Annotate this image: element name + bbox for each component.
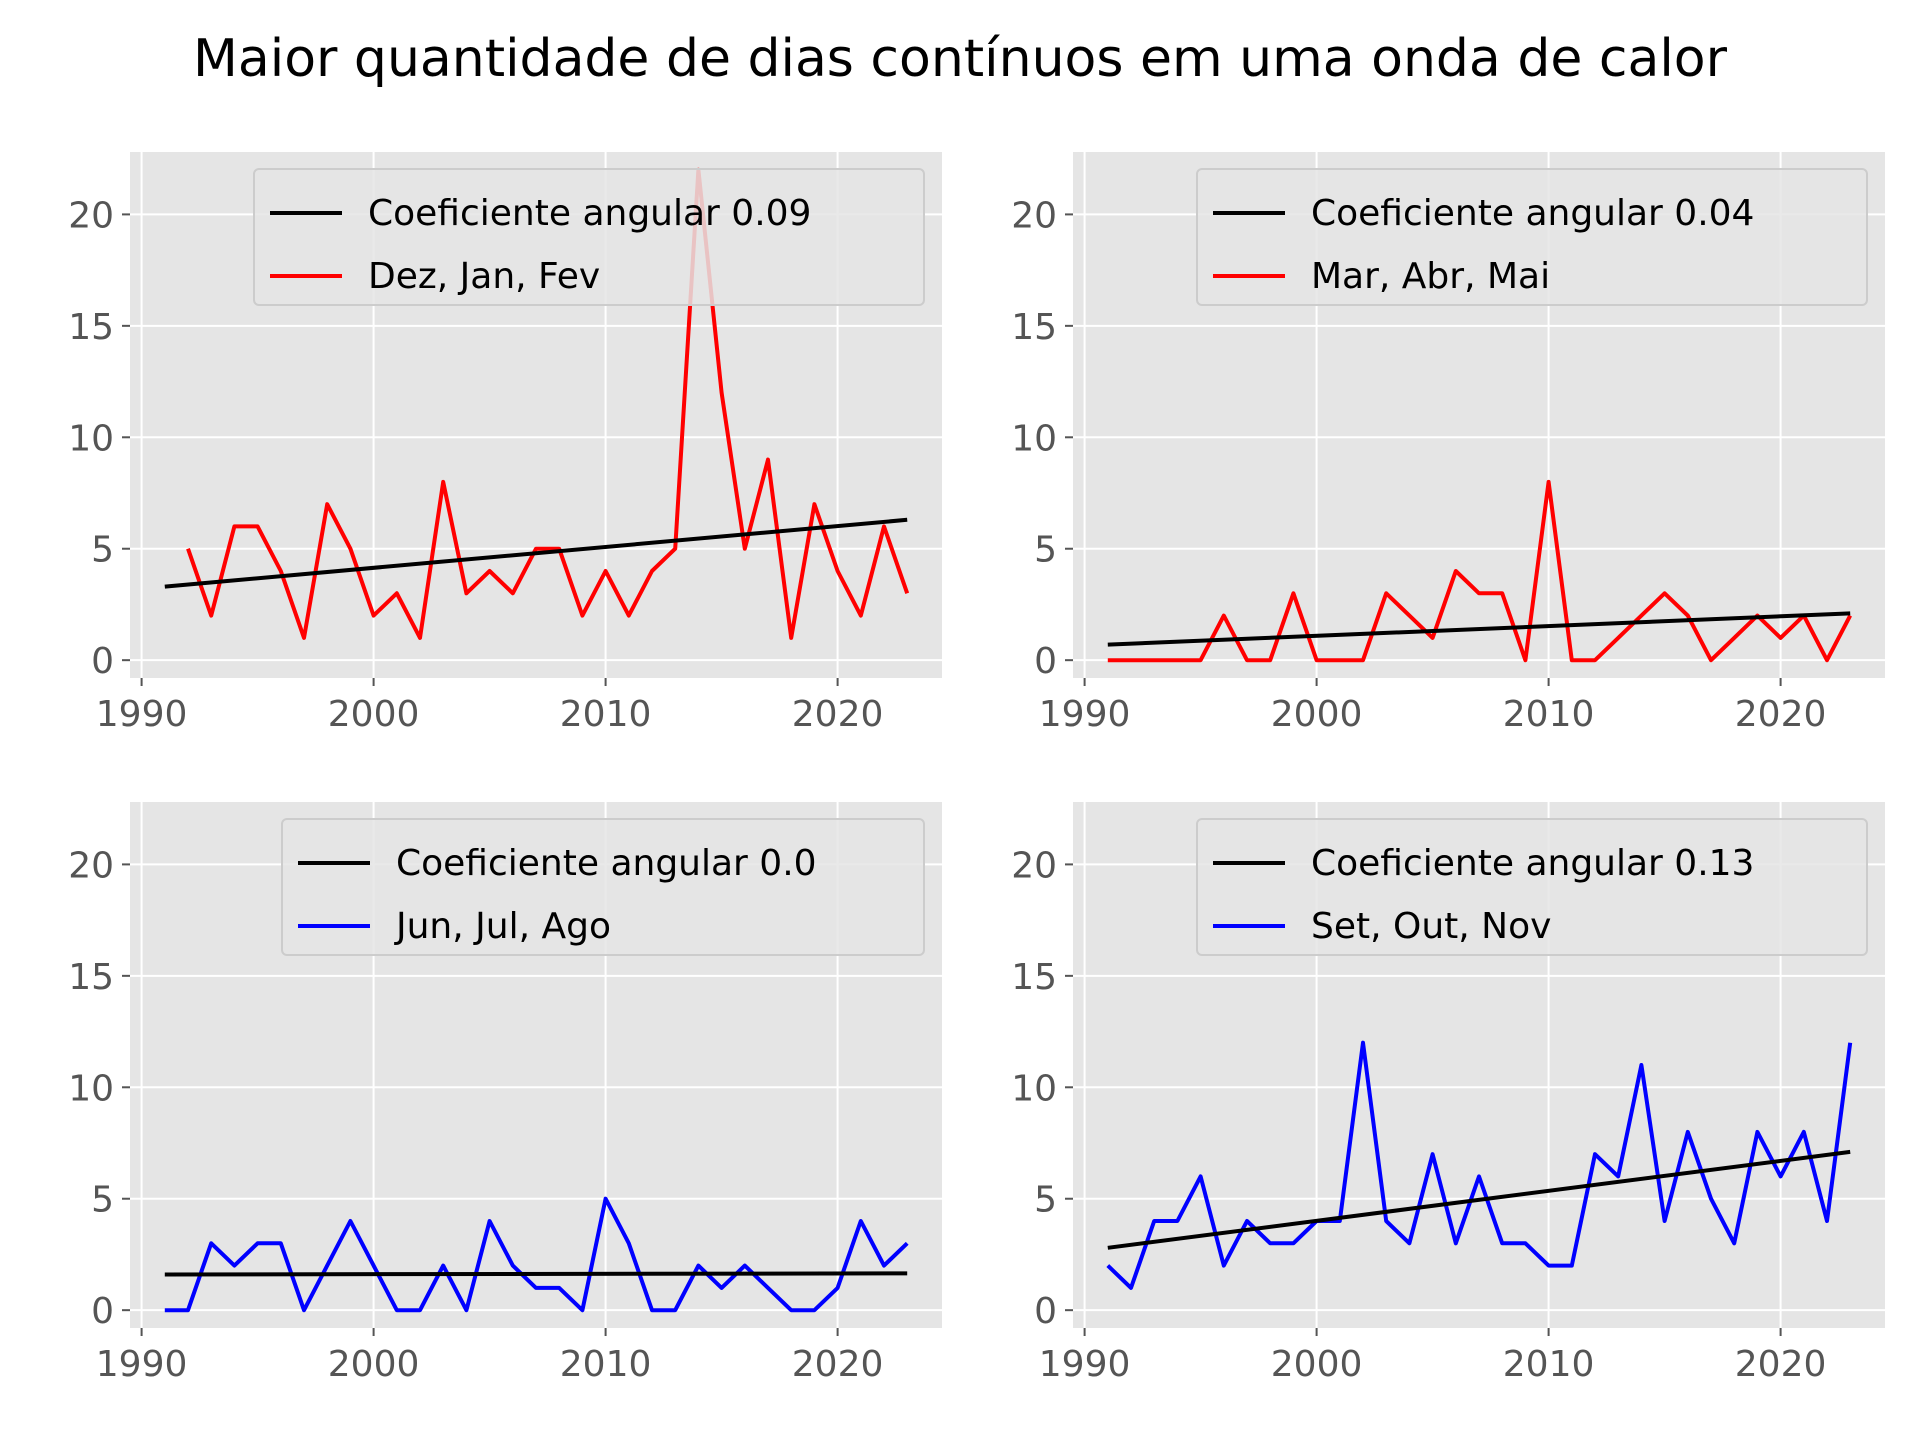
y-tick-label: 5	[91, 1180, 114, 1221]
x-tick-label: 2010	[560, 694, 652, 735]
y-tick-label: 0	[91, 1291, 114, 1332]
subplot-3: 1990 2000 2010 2020 0 5 10 15 20 Coeficiente angu…	[68, 802, 942, 1385]
trend-line	[164, 1271, 908, 1277]
y-tick-label: 20	[68, 195, 114, 236]
series-line	[164, 1196, 909, 1313]
legend-label: Set, Out, Nov	[1311, 906, 1551, 947]
legend-label: Coeficiente angular 0.13	[1311, 843, 1754, 884]
y-tick-label: 15	[68, 307, 114, 348]
y-tick-label: 10	[1011, 1068, 1057, 1109]
y-tick-label: 15	[1011, 957, 1057, 998]
y-tick-label: 10	[1011, 418, 1057, 459]
y-tick-label: 10	[68, 418, 114, 459]
series-line	[1106, 1040, 1853, 1290]
trend-line	[164, 517, 908, 589]
y-tick-label: 10	[68, 1068, 114, 1109]
x-tick-label: 1990	[1039, 694, 1131, 735]
x-tick-label: 2000	[1271, 694, 1363, 735]
trend-line	[1107, 1149, 1851, 1250]
y-tick-label: 15	[68, 957, 114, 998]
y-tick-label: 15	[1011, 307, 1057, 348]
legend-label: Coeficiente angular 0.09	[368, 193, 811, 234]
legend-label: Dez, Jan, Fev	[368, 256, 600, 297]
y-tick-label: 5	[1034, 530, 1057, 571]
x-tick-label: 2000	[328, 1344, 420, 1385]
subplot-1: 1990 2000 2010 2020 0 5 10 15 20 Coeficiente angu…	[68, 152, 942, 735]
x-tick-label: 2020	[792, 694, 884, 735]
y-tick-label: 20	[1011, 845, 1057, 886]
y-tick-label: 0	[1034, 641, 1057, 682]
trend-line	[1107, 611, 1851, 647]
y-tick-label: 0	[91, 641, 114, 682]
x-tick-label: 1990	[96, 694, 188, 735]
subplot-4: 1990 2000 2010 2020 0 5 10 15 20 Coeficiente angu…	[1011, 802, 1885, 1385]
x-tick-label: 1990	[1039, 1344, 1131, 1385]
x-tick-label: 2020	[792, 1344, 884, 1385]
y-tick-label: 5	[1034, 1180, 1057, 1221]
y-tick-label: 20	[1011, 195, 1057, 236]
legend-box	[281, 818, 925, 956]
legend-label: Coeficiente angular 0.0	[396, 843, 817, 884]
series-line	[186, 167, 910, 640]
subplot-2: 1990 2000 2010 2020 0 5 10 15 20 Coeficiente angu…	[1011, 152, 1885, 735]
x-tick-label: 2000	[328, 694, 420, 735]
x-tick-label: 2000	[1271, 1344, 1363, 1385]
y-tick-label: 5	[91, 530, 114, 571]
y-tick-label: 0	[1034, 1291, 1057, 1332]
x-tick-label: 2010	[1503, 694, 1595, 735]
figure-title: Maior quantidade de dias contínuos em um…	[193, 29, 1728, 89]
y-tick-label: 20	[68, 845, 114, 886]
legend-box	[1196, 168, 1868, 306]
x-tick-label: 1990	[96, 1344, 188, 1385]
x-tick-label: 2010	[1503, 1344, 1595, 1385]
legend-box	[1196, 818, 1868, 956]
legend-label: Mar, Abr, Mai	[1311, 256, 1550, 297]
legend-label: Jun, Jul, Ago	[394, 906, 611, 947]
x-tick-label: 2020	[1735, 1344, 1827, 1385]
series-line	[1107, 479, 1852, 663]
x-tick-label: 2010	[560, 1344, 652, 1385]
x-tick-label: 2020	[1735, 694, 1827, 735]
legend-box	[253, 168, 925, 306]
legend-label: Coeficiente angular 0.04	[1311, 193, 1754, 234]
